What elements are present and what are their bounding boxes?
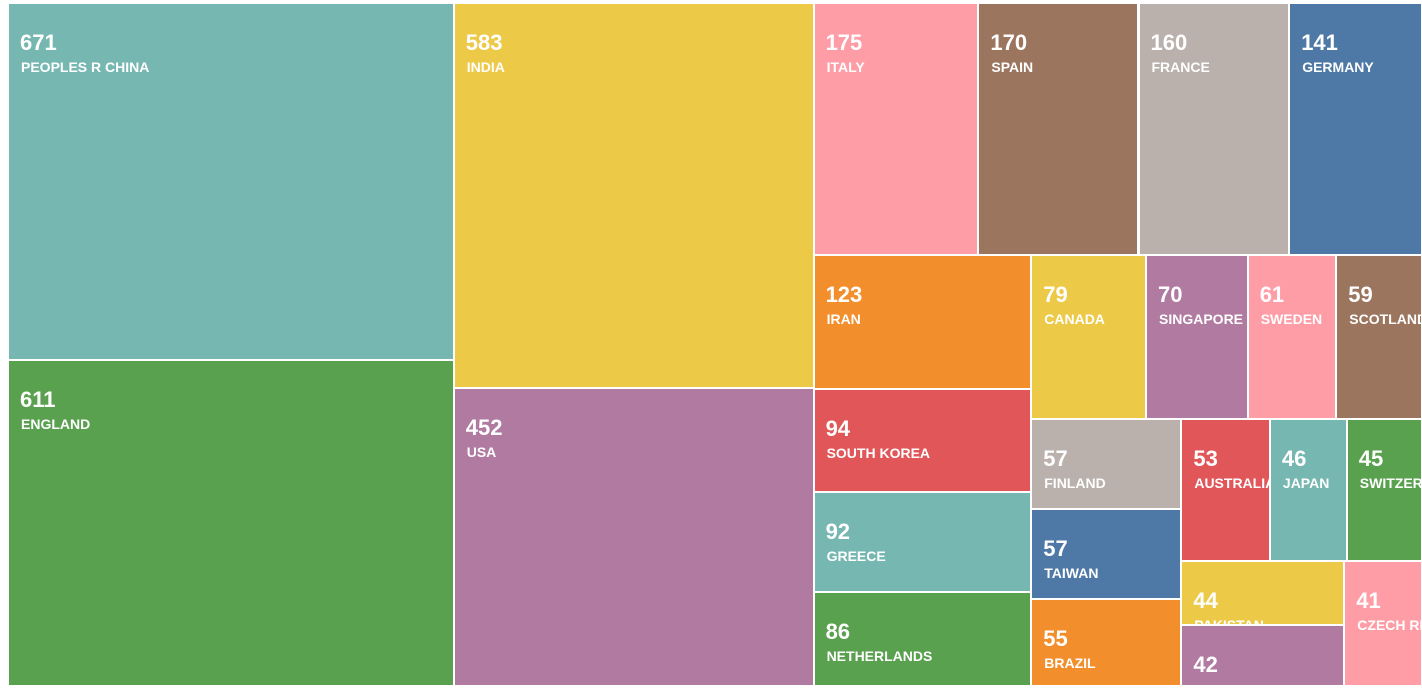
tile: 141 GERMANY bbox=[1290, 4, 1421, 255]
tile-label: SWEDEN bbox=[1260, 311, 1323, 328]
tile: 59 SCOTLAND bbox=[1337, 256, 1421, 418]
tile-value: 86 bbox=[825, 619, 851, 645]
tile-label: TAIWAN bbox=[1044, 564, 1099, 581]
tile: 611 ENGLAND bbox=[9, 361, 453, 685]
tile: 61 SWEDEN bbox=[1248, 256, 1336, 418]
tile-value: 70 bbox=[1158, 282, 1183, 308]
tile-label: SWITZERLAND bbox=[1359, 474, 1421, 491]
tile-value: 53 bbox=[1193, 445, 1218, 471]
tile-label: GERMANY bbox=[1302, 59, 1374, 75]
tile-label: FINLAND bbox=[1044, 474, 1106, 491]
tile-value: 57 bbox=[1043, 445, 1068, 471]
tile-value: 61 bbox=[1259, 282, 1285, 308]
tile-label: ENGLAND bbox=[21, 416, 91, 433]
tile: 170 SPAIN bbox=[979, 4, 1138, 255]
tile-label: PEOPLES R CHINA bbox=[21, 59, 150, 75]
tile-value: 170 bbox=[990, 30, 1028, 55]
tile-label: PAKISTAN bbox=[1194, 617, 1263, 624]
tile-label: BRAZIL bbox=[1044, 654, 1096, 671]
tile-value: 55 bbox=[1043, 625, 1068, 651]
tile-value: 45 bbox=[1358, 445, 1384, 471]
tile-label: CZECH REPUBLIC bbox=[1357, 616, 1421, 633]
tile: 45 SWITZERLAND bbox=[1347, 419, 1421, 560]
tile-label: JAPAN bbox=[1282, 474, 1330, 491]
tile-label: GREECE bbox=[826, 547, 886, 564]
tile-value: 583 bbox=[465, 30, 503, 55]
tile-label: USA bbox=[466, 443, 497, 460]
tile-value: 41 bbox=[1356, 587, 1381, 613]
tile-value: 44 bbox=[1193, 587, 1218, 613]
tile-value: 57 bbox=[1043, 535, 1068, 561]
tile: 57 TAIWAN bbox=[1032, 509, 1181, 598]
tile-label: ITALY bbox=[826, 59, 865, 75]
tile-value: 94 bbox=[825, 416, 851, 442]
tile-value: 59 bbox=[1348, 282, 1373, 308]
tile-label: CANADA bbox=[1044, 311, 1105, 328]
tile-value: 42 bbox=[1193, 651, 1218, 677]
tile-label: AUSTRALIA bbox=[1194, 474, 1269, 491]
tile-label: INDIA bbox=[466, 59, 505, 75]
tile-value: 175 bbox=[825, 30, 863, 55]
tile-value: 46 bbox=[1281, 445, 1307, 471]
tile: 160 FRANCE bbox=[1139, 4, 1289, 255]
tile-value: 452 bbox=[465, 414, 503, 440]
tile: 79 CANADA bbox=[1032, 256, 1145, 418]
tile: 42 bbox=[1182, 625, 1344, 685]
tile: 452 USA bbox=[454, 388, 813, 685]
tile-label: FRANCE bbox=[1151, 59, 1210, 75]
tile-value: 611 bbox=[20, 387, 56, 413]
tile: 583 INDIA bbox=[454, 4, 813, 387]
tile-value: 79 bbox=[1043, 282, 1068, 308]
tile: 671 PEOPLES R CHINA bbox=[9, 4, 453, 360]
tile-label: IRAN bbox=[826, 311, 861, 328]
tile: 92 GREECE bbox=[814, 492, 1031, 592]
tile: 123 IRAN bbox=[814, 256, 1031, 389]
tile-label: SOUTH KOREA bbox=[826, 445, 931, 462]
tile-value: 671 bbox=[20, 30, 57, 55]
tile-label: SPAIN bbox=[991, 59, 1034, 75]
tile-label: NETHERLANDS bbox=[826, 648, 933, 665]
tile-label: SINGAPORE bbox=[1159, 311, 1244, 328]
tile: 70 SINGAPORE bbox=[1147, 256, 1247, 418]
tile-value: 141 bbox=[1301, 30, 1338, 55]
tile-value: 92 bbox=[825, 518, 851, 544]
tile: 41 CZECH REPUBLIC bbox=[1345, 561, 1421, 685]
tile-label: SCOTLAND bbox=[1349, 311, 1421, 328]
tile: 57 FINLAND bbox=[1032, 419, 1181, 508]
tile-value: 160 bbox=[1150, 30, 1188, 55]
tile: 46 JAPAN bbox=[1270, 419, 1346, 560]
tile: 175 ITALY bbox=[814, 4, 978, 255]
tile: 53 AUSTRALIA bbox=[1182, 419, 1269, 560]
tile-value: 123 bbox=[825, 282, 863, 308]
tile: 44 PAKISTAN bbox=[1182, 561, 1344, 624]
tile: 55 BRAZIL bbox=[1032, 599, 1181, 685]
tile: 94 SOUTH KOREA bbox=[814, 390, 1031, 491]
tile: 86 NETHERLANDS bbox=[814, 593, 1031, 685]
